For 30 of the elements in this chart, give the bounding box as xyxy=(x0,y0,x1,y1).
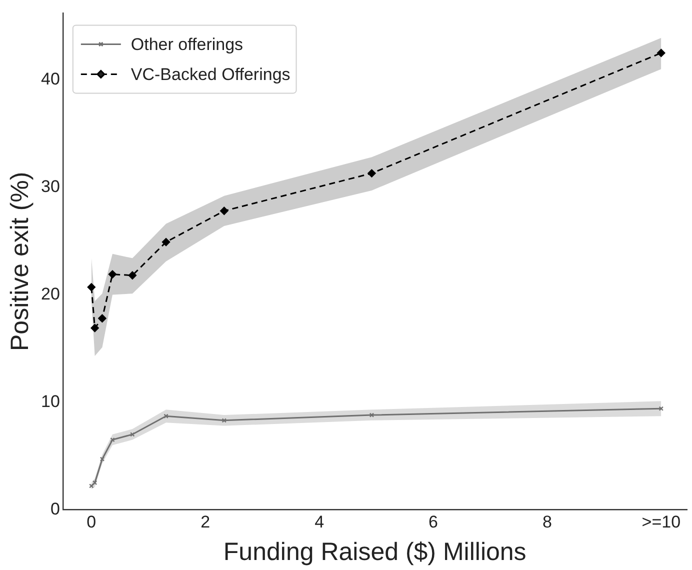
point xyxy=(100,456,105,462)
y-tick-label: 40 xyxy=(40,70,60,89)
point xyxy=(657,48,666,58)
point xyxy=(368,169,376,178)
y-tick-label: 0 xyxy=(50,499,60,518)
point xyxy=(110,437,115,442)
x-tick-label: 2 xyxy=(200,512,210,532)
y-tick-label: 30 xyxy=(40,176,60,196)
y-tick-label: 10 xyxy=(40,392,60,411)
x-tick-label: >=10 xyxy=(642,512,681,532)
x-tick-label: 4 xyxy=(314,512,324,532)
y-axis-title: Positive exit (%) xyxy=(6,172,34,352)
point xyxy=(128,271,137,280)
point xyxy=(130,432,135,437)
point xyxy=(369,412,374,418)
point xyxy=(108,270,117,278)
y-tick-label: 20 xyxy=(40,284,60,304)
x-axis-title: Funding Raised ($) Millions xyxy=(223,538,526,566)
point xyxy=(220,206,228,215)
legend-label: Other offerings xyxy=(130,34,244,54)
x-tick-label: 0 xyxy=(86,512,96,532)
point xyxy=(87,283,96,292)
point xyxy=(222,418,227,423)
x-tick-label: 6 xyxy=(428,512,438,532)
x-tick-label: 8 xyxy=(542,512,552,532)
point xyxy=(164,414,168,418)
point xyxy=(90,324,99,332)
point xyxy=(98,314,106,322)
point xyxy=(162,238,170,246)
legend-label: VC-Backed Offerings xyxy=(130,64,290,84)
